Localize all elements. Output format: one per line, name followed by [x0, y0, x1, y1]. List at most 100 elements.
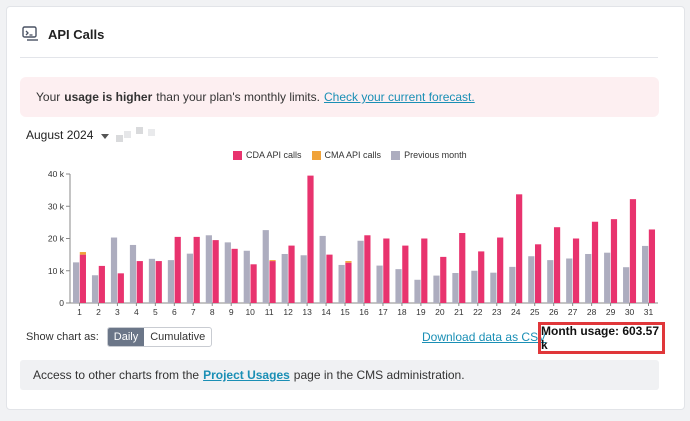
alert-bold: usage is higher — [64, 90, 153, 104]
bar-previous-month — [262, 230, 269, 303]
bar-cda-api-calls — [591, 221, 599, 303]
legend-item-cda[interactable]: CDA API calls — [233, 150, 302, 160]
bar-cda-api-calls — [231, 248, 238, 303]
bar-cda-api-calls — [364, 235, 371, 303]
bar-cma-api-calls — [269, 260, 276, 262]
y-tick-label: 0 — [59, 298, 64, 308]
y-tick-label: 10 k — [48, 266, 65, 276]
bar-cda-api-calls — [79, 254, 86, 303]
x-tick-label: 28 — [587, 307, 597, 317]
card-header: API Calls — [22, 22, 104, 46]
bar-cda-api-calls — [269, 261, 276, 303]
alert-prefix: Your — [36, 90, 61, 104]
bar-cda-api-calls — [117, 273, 124, 303]
x-tick-label: 24 — [511, 307, 521, 317]
bar-cda-api-calls — [193, 236, 200, 303]
chart-mode-controls: Show chart as: Daily Cumulative — [26, 327, 213, 347]
y-tick-label: 40 k — [48, 169, 65, 179]
bar-previous-month — [547, 260, 554, 303]
api-icon — [22, 26, 38, 41]
bar-cda-api-calls — [345, 262, 352, 303]
x-tick-label: 27 — [568, 307, 578, 317]
legend-swatch-cda — [233, 150, 242, 160]
x-tick-label: 11 — [265, 307, 274, 317]
chart-mode-toggle: Daily Cumulative — [106, 327, 213, 347]
divider — [20, 57, 658, 58]
project-usages-link[interactable]: Project Usages — [203, 368, 290, 382]
legend-label-prev: Previous month — [404, 150, 467, 160]
bar-previous-month — [338, 264, 345, 303]
bar-previous-month — [433, 275, 440, 303]
bar-cda-api-calls — [478, 251, 485, 303]
bar-previous-month — [566, 258, 573, 303]
x-tick-label: 15 — [340, 307, 350, 317]
legend-item-cma[interactable]: CMA API calls — [311, 150, 381, 160]
bar-previous-month — [509, 266, 516, 303]
bar-previous-month — [205, 235, 212, 303]
bar-cda-api-calls — [421, 238, 428, 303]
x-tick-label: 25 — [530, 307, 540, 317]
bar-previous-month — [129, 244, 137, 303]
bar-previous-month — [604, 252, 611, 303]
bar-cda-api-calls — [174, 236, 181, 303]
bar-previous-month — [186, 253, 193, 303]
x-tick-label: 9 — [229, 307, 234, 317]
bar-cda-api-calls — [98, 265, 105, 303]
x-tick-label: 21 — [454, 307, 464, 317]
pixelated-placeholder — [112, 127, 162, 143]
x-tick-label: 10 — [245, 307, 255, 317]
x-tick-label: 3 — [115, 307, 120, 317]
x-tick-label: 29 — [606, 307, 616, 317]
bar-previous-month — [91, 275, 99, 303]
bar-previous-month — [414, 279, 421, 303]
download-csv-link[interactable]: Download data as CSV — [422, 330, 547, 344]
legend-item-prev[interactable]: Previous month — [391, 150, 467, 160]
forecast-link[interactable]: Check your current forecast. — [323, 90, 475, 104]
bar-previous-month — [319, 235, 326, 303]
bar-cda-api-calls — [497, 237, 504, 303]
bar-cda-api-calls — [629, 199, 637, 303]
bar-cda-api-calls — [610, 219, 618, 303]
month-selector[interactable]: August 2024 — [26, 128, 110, 142]
bar-previous-month — [110, 237, 118, 303]
bar-cda-api-calls — [326, 254, 333, 303]
bar-previous-month — [623, 267, 630, 303]
month-usage-total: Month usage: 603.57 k — [538, 322, 665, 354]
legend-label-cda: CDA API calls — [246, 150, 302, 160]
bar-previous-month — [376, 265, 383, 303]
bar-cda-api-calls — [155, 261, 162, 303]
x-tick-label: 31 — [644, 307, 654, 317]
bar-cda-api-calls — [553, 227, 561, 303]
bar-cda-api-calls — [212, 240, 219, 303]
x-tick-label: 13 — [302, 307, 312, 317]
daily-button[interactable]: Daily — [107, 328, 145, 346]
x-tick-label: 6 — [172, 307, 177, 317]
x-tick-label: 4 — [134, 307, 139, 317]
x-tick-label: 23 — [492, 307, 502, 317]
bar-cda-api-calls — [648, 229, 656, 303]
bar-previous-month — [471, 270, 478, 303]
bar-cda-api-calls — [402, 245, 409, 303]
bar-previous-month — [357, 240, 364, 303]
usage-alert: Your usage is higher than your plan's mo… — [20, 77, 659, 117]
bar-previous-month — [528, 256, 535, 303]
x-tick-label: 20 — [435, 307, 445, 317]
bar-cma-api-calls — [345, 261, 352, 263]
bar-cda-api-calls — [440, 256, 447, 303]
bar-previous-month — [167, 260, 175, 303]
bar-cda-api-calls — [307, 175, 314, 303]
bar-cda-api-calls — [250, 264, 257, 303]
chevron-down-icon — [101, 133, 110, 139]
bar-previous-month — [72, 262, 80, 303]
x-tick-label: 14 — [321, 307, 331, 317]
bar-previous-month — [148, 258, 156, 303]
bar-previous-month — [490, 272, 497, 303]
y-tick-label: 30 k — [48, 201, 65, 211]
cumulative-button[interactable]: Cumulative — [150, 331, 206, 343]
bar-cda-api-calls — [516, 194, 523, 303]
month-value: August 2024 — [26, 128, 94, 142]
bar-previous-month — [281, 253, 288, 303]
x-tick-label: 12 — [283, 307, 293, 317]
bar-cda-api-calls — [136, 261, 143, 303]
